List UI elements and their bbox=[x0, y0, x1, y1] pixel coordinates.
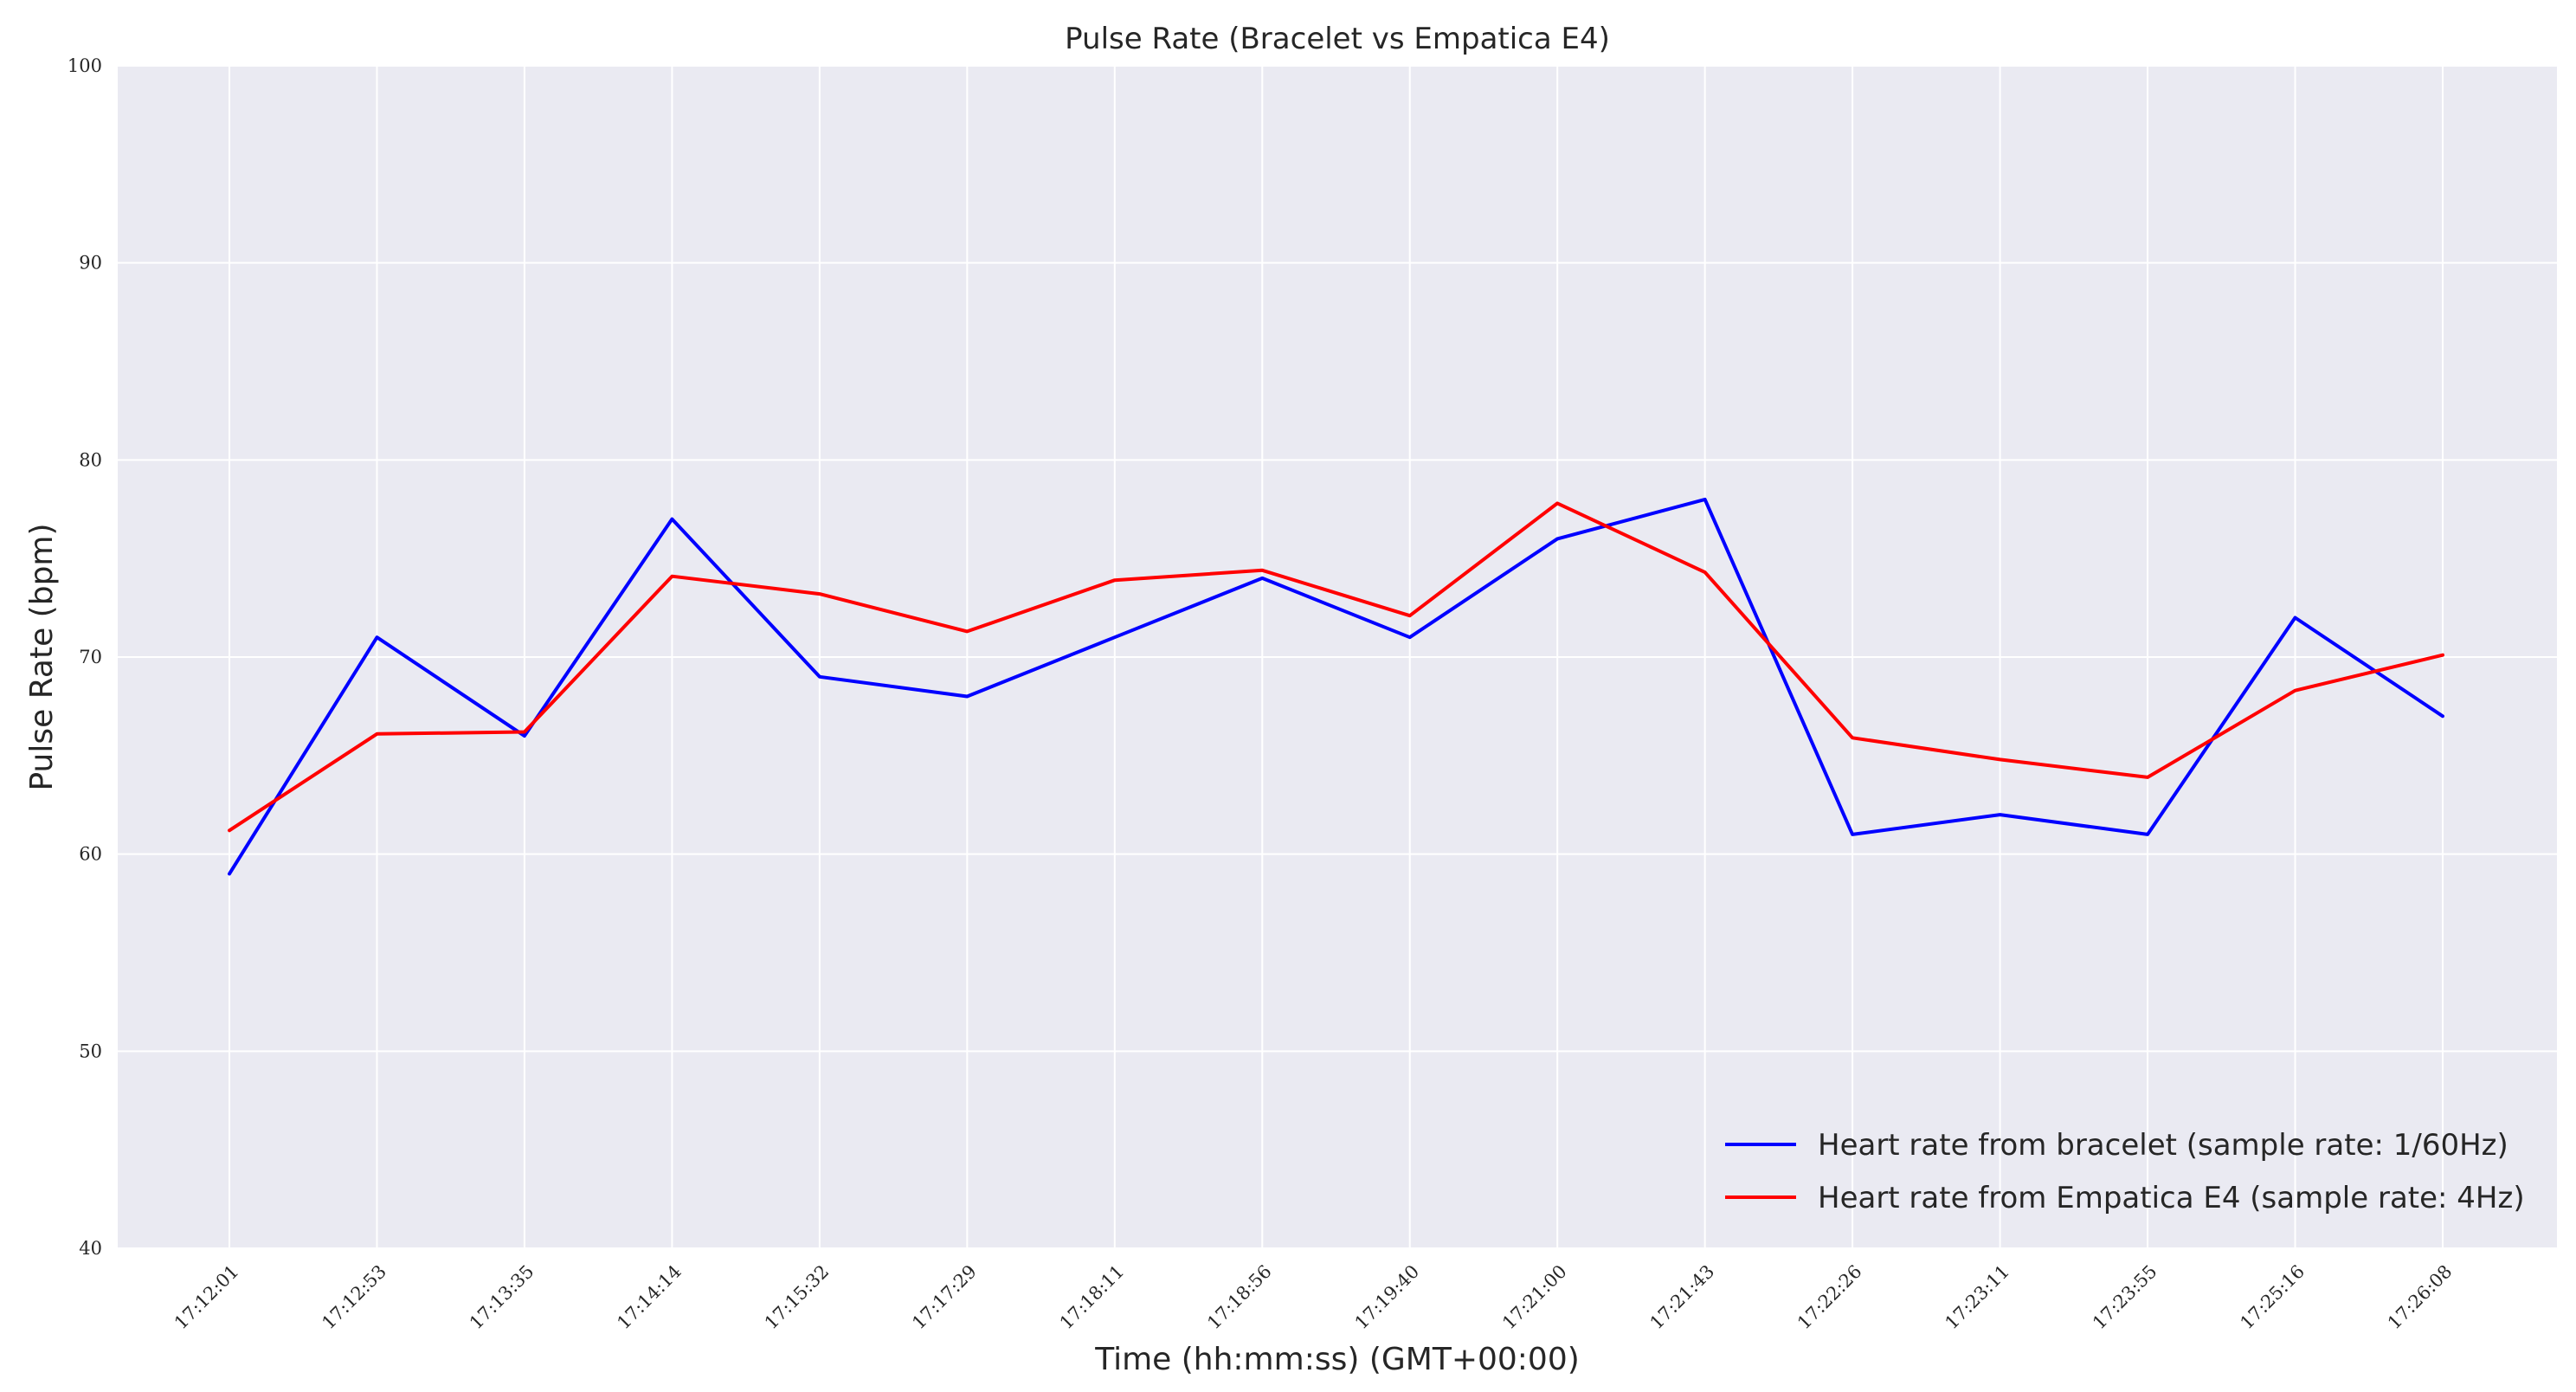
grid-lines bbox=[118, 65, 2557, 1249]
y-axis-ticks: 40 50 60 70 80 90 100 bbox=[68, 55, 102, 1259]
x-axis-title: Time (hh:mm:ss) (GMT+00:00) bbox=[1094, 1342, 1580, 1377]
y-axis-title: Pulse Rate (bpm) bbox=[24, 523, 60, 790]
y-tick-label: 40 bbox=[79, 1238, 102, 1259]
x-tick-label: 17:25:16 bbox=[2236, 1261, 2309, 1334]
x-tick-label: 17:18:11 bbox=[1056, 1261, 1129, 1334]
y-tick-label: 100 bbox=[68, 55, 102, 76]
x-tick-label: 17:26:08 bbox=[2384, 1261, 2457, 1334]
y-tick-label: 70 bbox=[79, 647, 102, 667]
x-tick-label: 17:21:00 bbox=[1498, 1261, 1571, 1334]
y-tick-label: 90 bbox=[79, 253, 102, 274]
x-tick-label: 17:15:32 bbox=[761, 1261, 834, 1334]
y-tick-label: 80 bbox=[79, 449, 102, 470]
x-tick-label: 17:14:14 bbox=[613, 1261, 686, 1334]
x-tick-label: 17:23:11 bbox=[1941, 1261, 2013, 1334]
x-tick-label: 17:19:40 bbox=[1351, 1261, 1424, 1334]
x-tick-label: 17:18:56 bbox=[1203, 1261, 1276, 1334]
x-axis-ticks: 17:12:01 17:12:53 17:13:35 17:14:14 17:15:32… bbox=[171, 1261, 2457, 1334]
x-tick-label: 17:22:26 bbox=[1794, 1261, 1866, 1334]
data-series bbox=[228, 497, 2444, 876]
x-tick-label: 17:12:53 bbox=[318, 1261, 390, 1334]
y-tick-label: 50 bbox=[79, 1041, 102, 1061]
x-tick-label: 17:13:35 bbox=[466, 1261, 538, 1334]
series-line-bracelet bbox=[228, 497, 2444, 876]
chart-title: Pulse Rate (Bracelet vs Empatica E4) bbox=[1065, 22, 1610, 56]
series-line-empatica bbox=[228, 501, 2444, 833]
legend-label-empatica: Heart rate from Empatica E4 (sample rate… bbox=[1818, 1181, 2525, 1215]
x-tick-label: 17:17:29 bbox=[908, 1261, 981, 1334]
x-tick-label: 17:21:43 bbox=[1646, 1261, 1719, 1334]
legend-label-bracelet: Heart rate from bracelet (sample rate: 1… bbox=[1818, 1128, 2508, 1163]
x-tick-label: 17:12:01 bbox=[171, 1261, 243, 1334]
legend: Heart rate from bracelet (sample rate: 1… bbox=[1725, 1128, 2525, 1215]
y-tick-label: 60 bbox=[79, 844, 102, 865]
x-tick-label: 17:23:55 bbox=[2089, 1261, 2161, 1334]
